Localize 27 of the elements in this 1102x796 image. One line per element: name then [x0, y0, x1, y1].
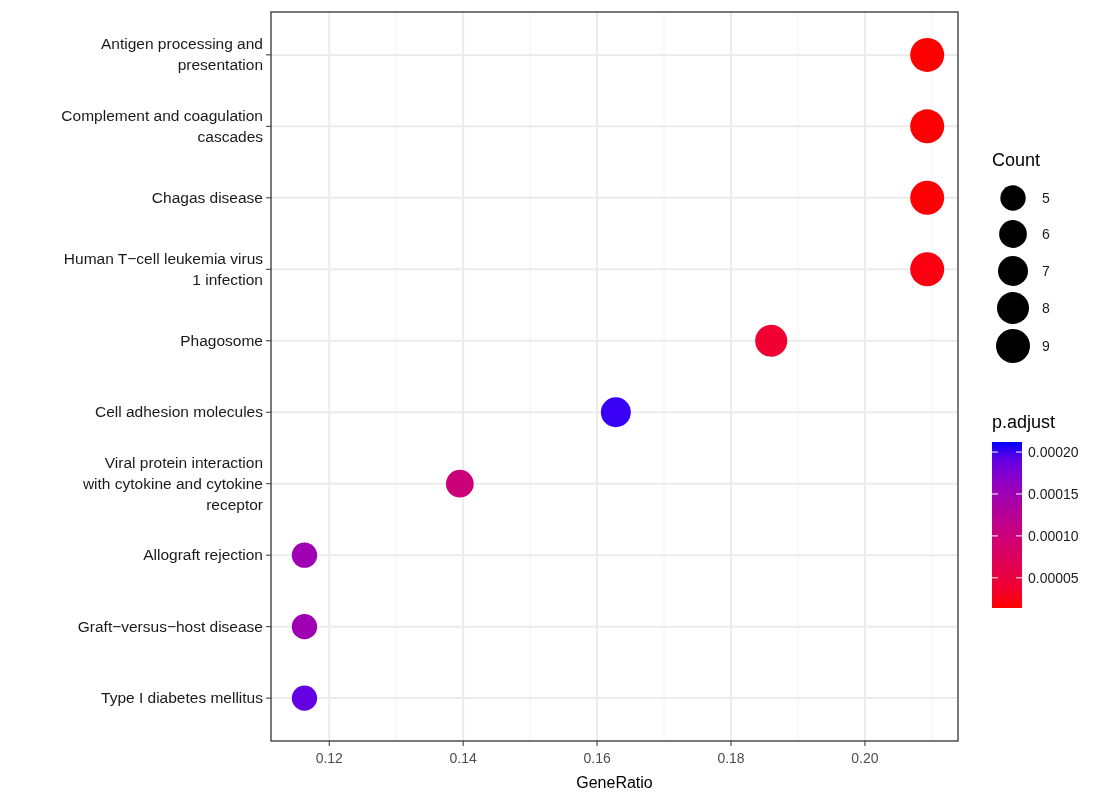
color-bar-title: p.adjust: [992, 412, 1056, 432]
y-tick-label: Antigen processing and presentation: [100, 35, 263, 74]
x-tick-label: 0.14: [449, 750, 478, 766]
x-tick-label: 0.20: [851, 750, 879, 766]
x-tick-label: 0.16: [583, 750, 611, 766]
y-tick-label: Cell adhesion molecules: [94, 403, 264, 421]
y-tick-label: Chagas disease: [151, 188, 263, 206]
legend-label: 9: [1042, 338, 1050, 354]
x-axis-title: GeneRatio: [576, 774, 653, 791]
legend-label: 5: [1042, 190, 1050, 206]
x-tick-label: 0.18: [717, 750, 745, 766]
legend-label: 8: [1042, 300, 1050, 316]
y-tick-label: Complement and coagulation cascades: [61, 106, 264, 145]
y-tick-label: Human T−cell leukemia virus 1 infection: [63, 249, 264, 288]
y-tick-label: Phagosome: [180, 331, 263, 349]
y-tick-label: Viral protein interaction with cytokine and cytokine receptor: [81, 453, 263, 513]
legend-label: 7: [1042, 263, 1050, 279]
y-tick-label: Allograft rejection: [143, 546, 263, 564]
y-tick-label: Graft−versus−host disease: [77, 617, 263, 635]
y-tick-label: Type I diabetes mellitus: [101, 689, 264, 707]
color-bar-label: 0.00020: [1028, 444, 1079, 461]
legend-title: Count: [992, 150, 1041, 170]
color-bar-label: 0.00015: [1028, 485, 1079, 502]
color-bar-label: 0.00005: [1028, 569, 1079, 586]
x-tick-label: 0.12: [315, 750, 344, 766]
legend-label: 6: [1042, 226, 1050, 242]
color-bar-label: 0.00010: [1028, 527, 1079, 544]
